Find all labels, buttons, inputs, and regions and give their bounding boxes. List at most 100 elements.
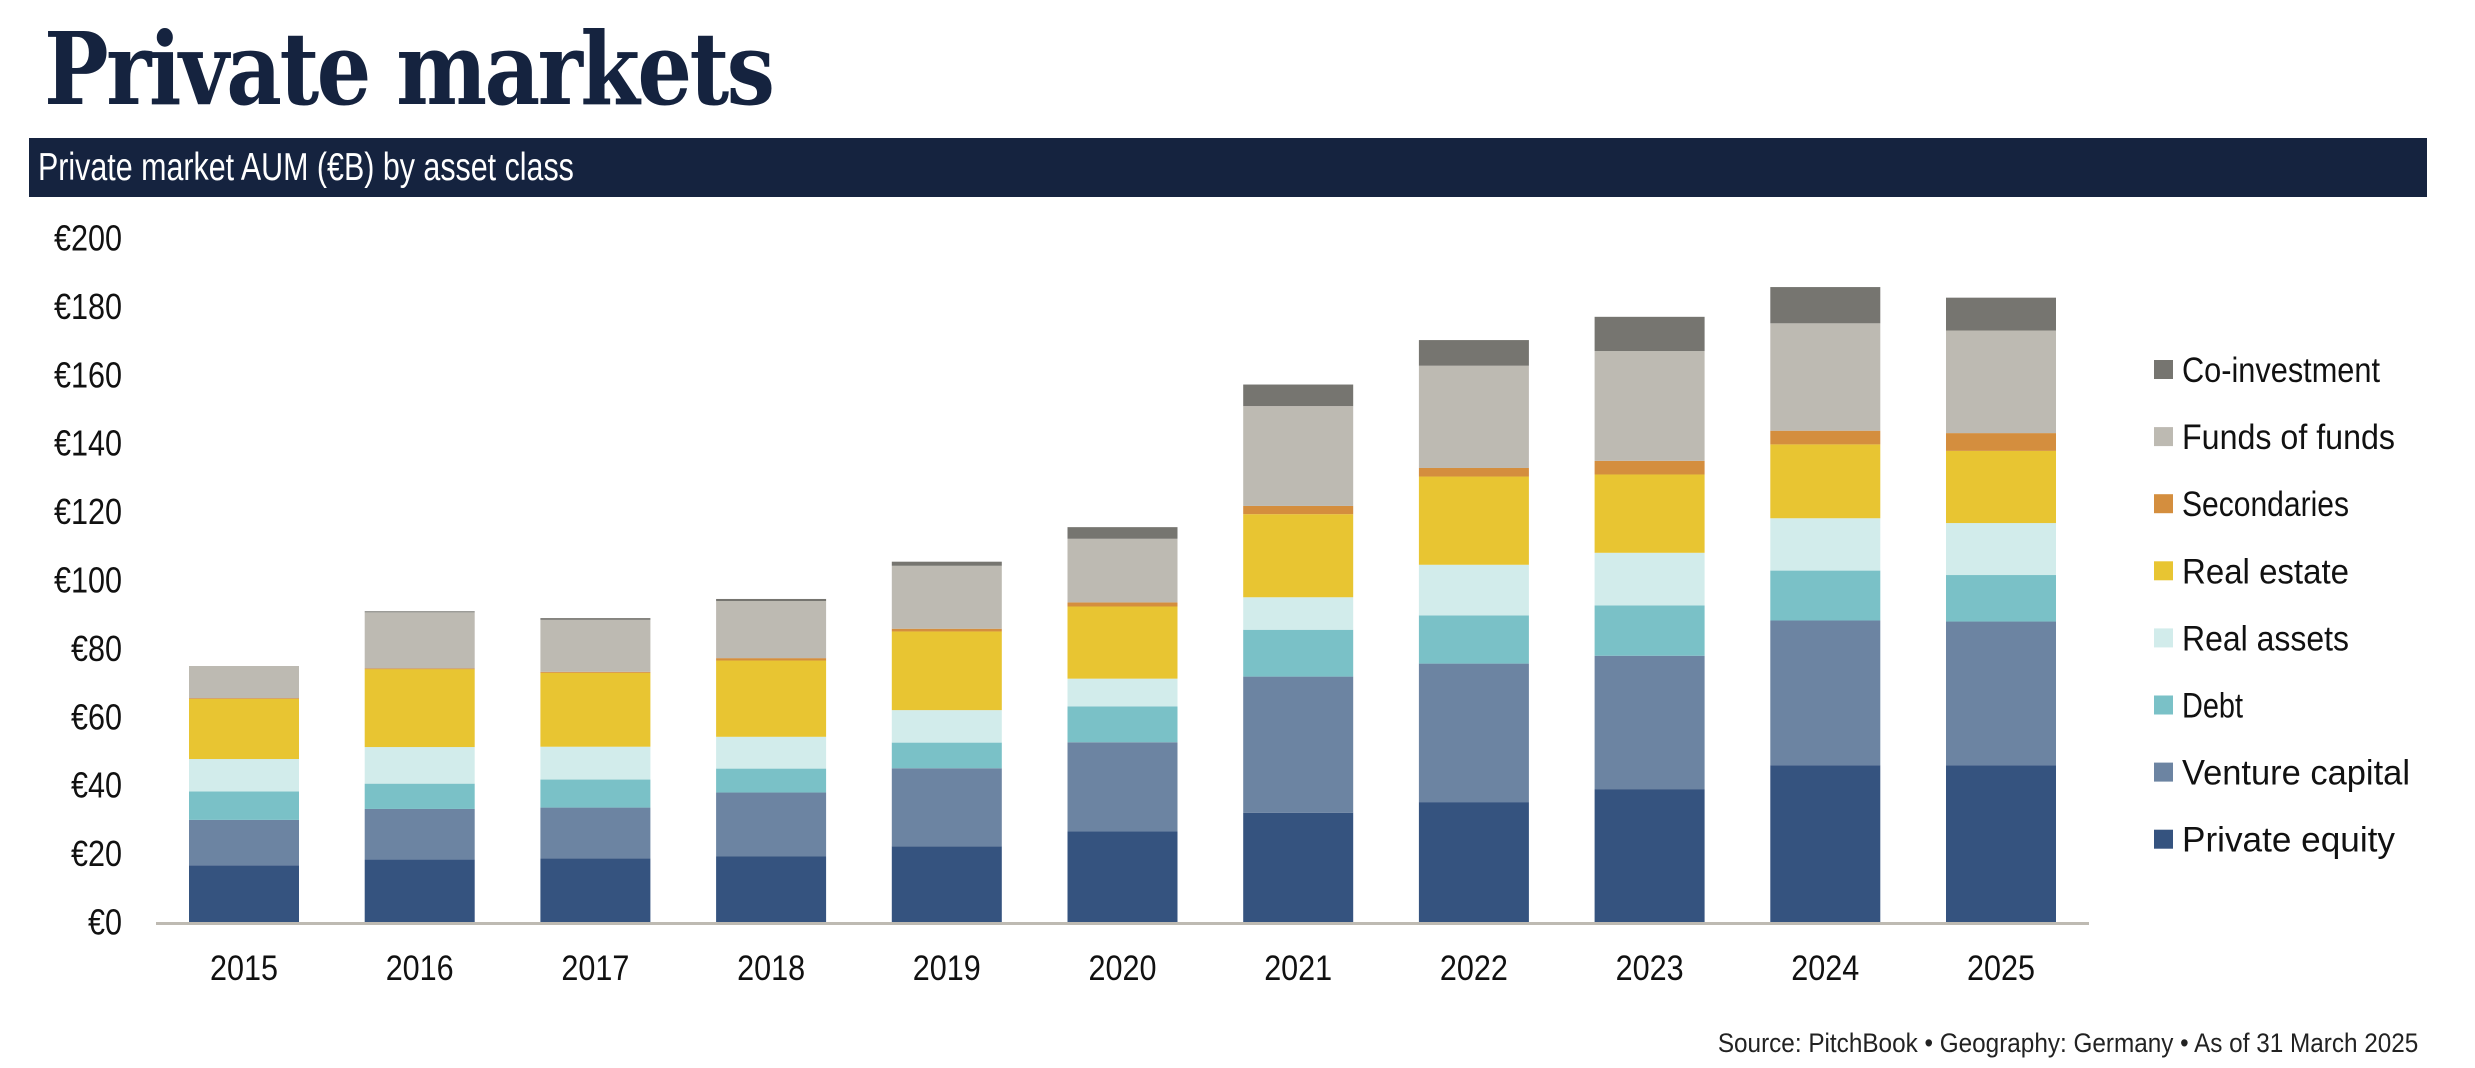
bar-segment-real-assets (1770, 518, 1881, 571)
bar-segment-co-investment (1067, 527, 1178, 539)
page-title: Private markets (44, 10, 775, 128)
bar-segment-funds-of-funds (1946, 330, 2056, 434)
bar-segment-funds-of-funds (1243, 406, 1354, 506)
x-tick-label: 2021 (1264, 949, 1332, 988)
bar-segment-venture-capital (540, 807, 651, 859)
bar-segment-funds-of-funds (716, 601, 827, 659)
bar-segment-venture-capital (1946, 621, 2056, 766)
chart-title: Private market AUM (€B) by asset class (38, 146, 574, 189)
x-tick-label: 2018 (737, 949, 805, 988)
legend-item: Real estate (2154, 552, 2349, 591)
bar-segment-real-assets (891, 710, 1002, 743)
bar-segment-real-estate (716, 660, 827, 737)
bar-segment-real-assets (716, 736, 827, 769)
y-tick-label: €20 (71, 833, 122, 874)
x-tick-label: 2016 (386, 949, 454, 988)
x-tick-label: 2020 (1089, 949, 1157, 988)
bar-segment-co-investment (1418, 340, 1529, 366)
x-tick-label: 2019 (913, 949, 981, 988)
x-axis: 2015 2016 2017 2018 2019 2020 2021 2022 2023 2024… (210, 949, 2035, 988)
bar-segment-debt (1770, 570, 1881, 621)
bar-segment-co-investment (891, 561, 1002, 566)
legend-swatch (2154, 695, 2173, 715)
y-tick-label: €60 (71, 696, 122, 737)
bar-segment-funds-of-funds (1418, 365, 1529, 468)
bar-segment-co-investment (1946, 297, 2056, 331)
bar-segment-private-equity (1243, 812, 1354, 923)
bar-segment-private-equity (1418, 802, 1529, 923)
legend-item: Secondaries (2154, 485, 2349, 524)
bar-segment-venture-capital (189, 819, 299, 866)
legend-label: Real assets (2182, 619, 2349, 658)
legend-swatch (2154, 762, 2173, 782)
bar-segment-private-equity (716, 856, 827, 923)
legend-swatch (2154, 829, 2173, 849)
bar-segment-co-investment (1594, 316, 1705, 352)
bar-segment-debt (1418, 615, 1529, 664)
legend-label: Secondaries (2182, 485, 2349, 524)
bar-segment-private-equity (1067, 831, 1178, 923)
bar-segment-real-estate (1594, 474, 1705, 553)
bar-segment-private-equity (364, 859, 475, 923)
legend-label: Real estate (2182, 552, 2349, 591)
bar-segment-secondaries (1770, 430, 1881, 445)
bar-segment-secondaries (540, 671, 651, 673)
bar-segment-debt (540, 779, 651, 808)
bar-stack-2018 (716, 598, 827, 923)
y-tick-label: €40 (71, 765, 122, 806)
bar-stacks (189, 287, 2056, 923)
bar-segment-secondaries (1243, 505, 1354, 515)
legend-swatch (2154, 360, 2173, 379)
x-tick-label: 2015 (210, 949, 278, 988)
bar-segment-debt (364, 783, 475, 809)
bar-segment-real-estate (189, 698, 299, 760)
bar-segment-private-equity (1770, 765, 1881, 923)
bar-segment-secondaries (1946, 433, 2056, 451)
bar-segment-debt (716, 768, 827, 793)
bar-segment-debt (1243, 629, 1354, 677)
bar-segment-debt (1594, 605, 1705, 656)
legend-swatch (2154, 628, 2173, 648)
bar-segment-secondaries (1594, 460, 1705, 475)
legend-swatch (2154, 427, 2173, 447)
bar-segment-debt (1946, 575, 2056, 622)
source-note: Source: PitchBook • Geography: Germany •… (1717, 1028, 2418, 1058)
bar-segment-real-estate (540, 672, 651, 747)
legend-item: Real assets (2154, 619, 2349, 658)
y-tick-label: €140 (54, 423, 122, 464)
x-tick-label: 2025 (1967, 949, 2035, 988)
bar-segment-funds-of-funds (540, 619, 651, 672)
bar-segment-real-estate (1770, 444, 1881, 519)
bar-segment-real-assets (1243, 597, 1354, 630)
y-tick-label: €160 (54, 354, 122, 395)
bar-segment-venture-capital (716, 792, 827, 857)
bar-segment-real-assets (1418, 564, 1529, 616)
y-tick-label: €200 (54, 218, 122, 259)
y-tick-label: €0 (88, 902, 122, 943)
bar-segment-real-estate (1946, 450, 2056, 524)
bar-segment-real-estate (1243, 514, 1354, 598)
legend-item: Funds of funds (2154, 418, 2395, 457)
bar-segment-co-investment (1243, 384, 1354, 407)
bar-segment-real-estate (1418, 476, 1529, 565)
bar-segment-venture-capital (364, 808, 475, 860)
y-axis: €0 €20 €40 €60 €80 €100 €120 €140 €160 €180 €200 (54, 218, 122, 943)
bar-segment-venture-capital (1243, 676, 1354, 813)
bar-segment-debt (189, 791, 299, 820)
bar-stack-2017 (540, 618, 651, 923)
bar-segment-funds-of-funds (364, 612, 475, 669)
y-tick-label: €120 (54, 491, 122, 532)
bar-segment-secondaries (716, 658, 827, 661)
legend: Co-investment Funds of funds Secondaries Re… (2154, 351, 2410, 860)
bar-stack-2024 (1770, 287, 1881, 923)
legend-item: Venture capital (2154, 754, 2410, 793)
bar-stack-2019 (891, 561, 1002, 923)
bar-segment-real-assets (364, 747, 475, 784)
legend-label: Venture capital (2182, 754, 2410, 793)
bar-segment-secondaries (1067, 602, 1178, 607)
bar-segment-private-equity (1946, 765, 2056, 923)
legend-item: Debt (2154, 687, 2243, 726)
bar-segment-venture-capital (1418, 663, 1529, 803)
chart-title-banner: Private market AUM (€B) by asset class (29, 138, 2427, 197)
bar-segment-private-equity (1594, 789, 1705, 923)
